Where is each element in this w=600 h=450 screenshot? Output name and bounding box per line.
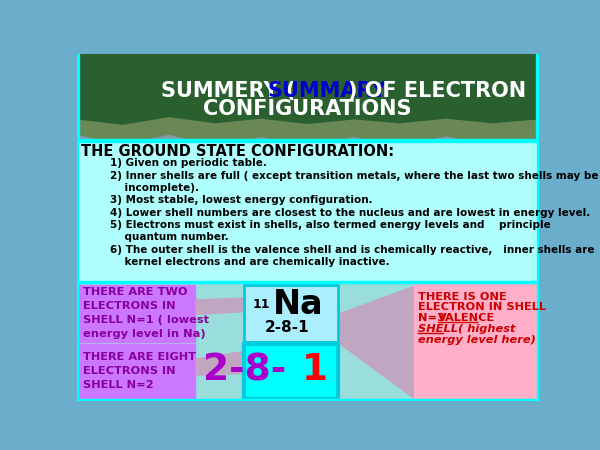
Text: 2) Inner shells are full ( except transition metals, where the last two shells m: 2) Inner shells are full ( except transi… <box>110 171 599 180</box>
Bar <box>77 142 539 283</box>
Text: 1) Given on periodic table.: 1) Given on periodic table. <box>110 158 267 168</box>
Text: 1: 1 <box>301 352 328 388</box>
Text: energy level here): energy level here) <box>418 335 536 345</box>
Text: SUMMERY (: SUMMERY ( <box>161 81 296 101</box>
Bar <box>77 283 78 400</box>
Bar <box>77 283 539 400</box>
Text: VALENCE: VALENCE <box>439 313 496 323</box>
Text: N=3: N=3 <box>418 313 449 323</box>
Text: SHELL( highest: SHELL( highest <box>418 324 516 334</box>
Bar <box>78 343 195 399</box>
Polygon shape <box>195 297 244 315</box>
Bar <box>77 281 539 283</box>
Bar <box>537 283 539 400</box>
Polygon shape <box>195 351 244 376</box>
Text: SUMMARY: SUMMARY <box>268 81 387 101</box>
Polygon shape <box>265 156 290 173</box>
Bar <box>78 285 195 342</box>
Bar <box>77 140 539 142</box>
Text: THERE ARE EIGHT
ELECTRONS IN
SHELL N=2: THERE ARE EIGHT ELECTRONS IN SHELL N=2 <box>83 352 196 390</box>
Text: 2-8-1: 2-8-1 <box>265 320 309 335</box>
Polygon shape <box>119 154 149 171</box>
Text: THERE ARE TWO
ELECTRONS IN
SHELL N=1 ( lowest
energy level in Na): THERE ARE TWO ELECTRONS IN SHELL N=1 ( l… <box>83 287 209 339</box>
Text: Na: Na <box>273 288 323 321</box>
Text: THERE IS ONE: THERE IS ONE <box>418 292 507 302</box>
Text: 6) The outer shell is the valence shell and is chemically reactive,   inner shel: 6) The outer shell is the valence shell … <box>110 245 595 255</box>
Polygon shape <box>188 158 219 177</box>
Bar <box>414 284 537 399</box>
Polygon shape <box>77 54 539 146</box>
Bar <box>244 343 338 399</box>
Bar <box>77 54 539 140</box>
Text: 5) Electrons must exist in shells, also termed energy levels and    principle: 5) Electrons must exist in shells, also … <box>110 220 551 230</box>
Text: 11: 11 <box>253 298 271 311</box>
Text: CONFIGURATIONS: CONFIGURATIONS <box>203 99 412 119</box>
Bar <box>537 142 539 283</box>
Polygon shape <box>77 54 539 158</box>
Polygon shape <box>338 286 414 399</box>
Bar <box>77 142 78 283</box>
Text: quantum number.: quantum number. <box>110 232 229 242</box>
Bar <box>536 54 539 140</box>
Text: 3) Most stable, lowest energy configuration.: 3) Most stable, lowest energy configurat… <box>110 195 373 205</box>
Polygon shape <box>77 54 539 125</box>
Text: ) OF ELECTRON: ) OF ELECTRON <box>347 81 526 101</box>
Text: incomplete).: incomplete). <box>110 183 199 193</box>
Text: THE GROUND STATE CONFIGURATION:: THE GROUND STATE CONFIGURATION: <box>81 144 394 159</box>
Bar <box>244 285 338 342</box>
Text: 4) Lower shell numbers are closest to the nucleus and are lowest in energy level: 4) Lower shell numbers are closest to th… <box>110 207 590 218</box>
Text: ELECTRON IN SHELL: ELECTRON IN SHELL <box>418 302 547 312</box>
Bar <box>77 399 539 400</box>
Text: kernel electrons and are chemically inactive.: kernel electrons and are chemically inac… <box>110 257 390 267</box>
Text: 2-8-: 2-8- <box>203 352 287 388</box>
Bar <box>77 54 79 140</box>
